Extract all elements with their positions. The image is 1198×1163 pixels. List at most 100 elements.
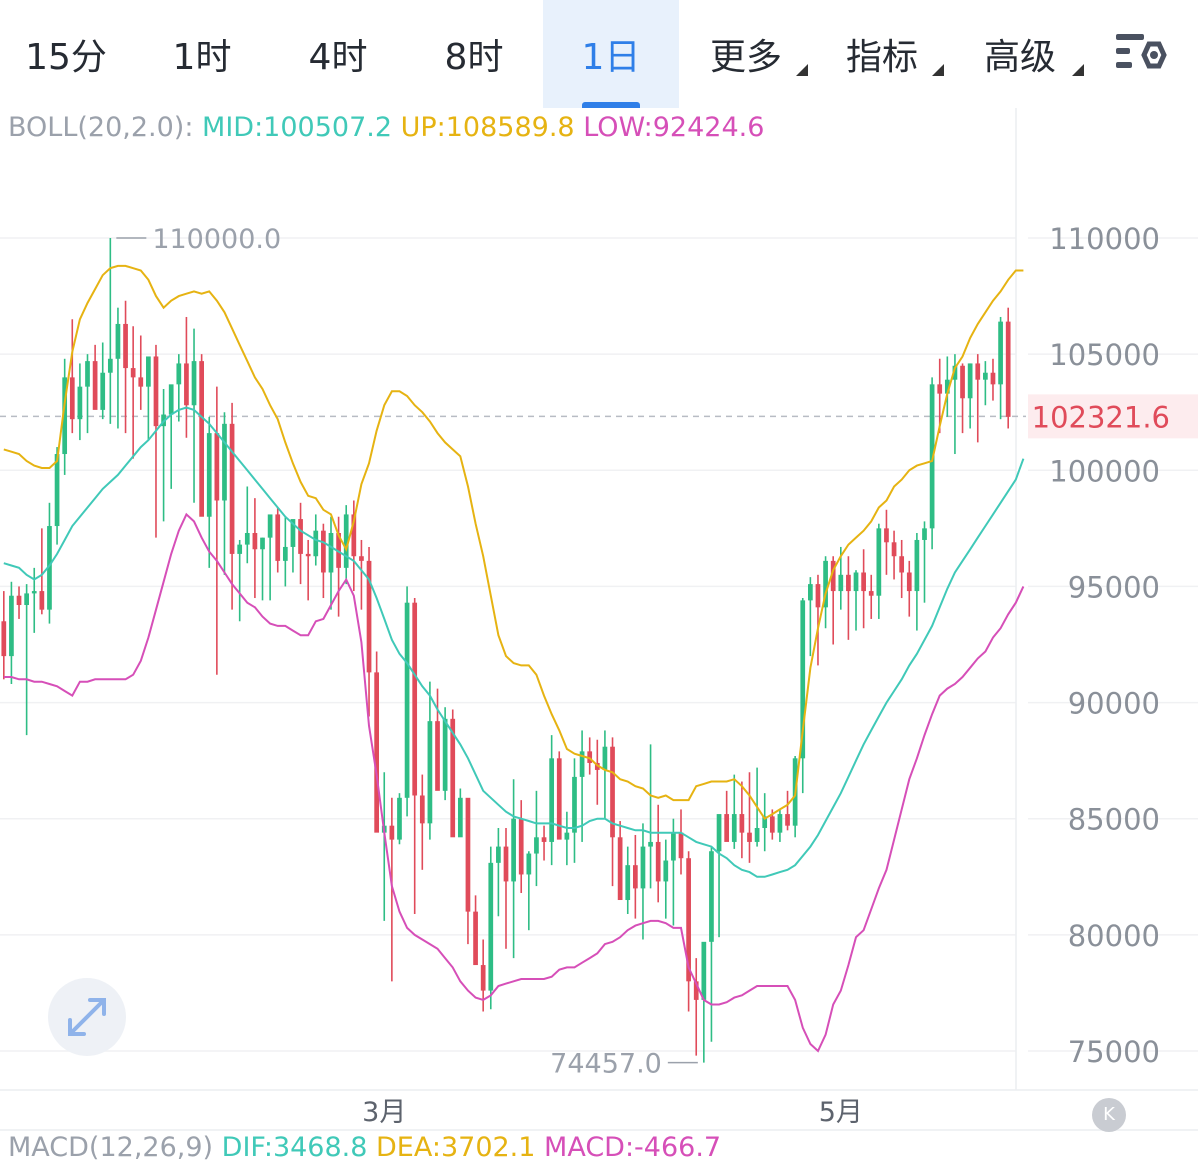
candle-body [389,825,395,840]
candle-body [62,377,68,455]
tab-label: 4时 [308,37,368,78]
tab-label: 高级 [983,37,1056,78]
candle-body [54,454,60,527]
tab-3[interactable]: 4时 [272,0,404,108]
macd-value: MACD:-466.7 [544,1132,722,1163]
candle-body [556,758,562,840]
candle-body [579,751,585,777]
candle-body [450,718,456,838]
y-tick-label: 80000 [1068,919,1160,953]
candle-body [640,846,646,889]
candle-body [526,853,532,875]
candle-body [9,595,14,657]
x-tick-label: 3月 [362,1097,406,1128]
candle-body [115,323,121,359]
y-tick-label: 85000 [1068,803,1160,837]
min-price-label: 74457.0 [550,1049,662,1080]
last-price-label: 102321.6 [1032,400,1170,434]
candle-body [891,542,897,557]
candle-body [747,832,752,842]
candle-body [587,751,593,763]
candle-body [808,584,813,601]
candle-body [944,379,950,394]
candle-body [800,600,806,759]
tab-1[interactable]: 15分 [0,0,132,108]
candle-body [967,363,973,399]
candle-body [534,837,539,854]
boll-name: BOLL(20,2.0): [8,112,194,143]
candle-body [275,514,281,561]
candle-body [671,832,676,861]
tab-5[interactable]: 1日 [543,0,679,108]
tab-8[interactable]: 高级 [952,0,1088,108]
expand-icon [68,998,106,1036]
tab-label: 更多 [709,37,782,78]
candle-body [625,865,631,901]
candle-body [206,433,212,517]
candle-body [693,981,699,1000]
candle-body [830,560,836,592]
candlestick-chart[interactable]: 110000 105000 100000 95000 90000 85000 80000 75… [0,108,1198,1132]
x-tick-label: 5月 [819,1097,863,1128]
candle-body [617,837,623,901]
candle-body [1,621,7,657]
candle-body [191,361,197,406]
candle-body [419,795,425,824]
candle-body [655,841,661,882]
tab-label: 指标 [845,37,918,78]
candle-body [861,572,866,592]
candle-body [815,584,821,608]
candle-body [321,530,326,573]
tab-7[interactable]: 指标 [816,0,948,108]
candle-body [739,814,745,833]
candle-body [541,837,547,842]
candle-body [632,865,638,889]
fullscreen-button[interactable] [48,978,126,1056]
candle-body [442,718,448,791]
tab-label: 1时 [172,37,232,78]
candle-body [823,560,828,608]
candle-body [648,841,653,847]
candle-body [374,672,380,833]
candle-body [168,384,174,415]
boll-low-value: LOW:92424.6 [583,112,765,143]
candle-body [92,361,98,410]
candle-body [610,746,615,838]
y-tick-label: 110000 [1049,222,1160,256]
candle-body [868,591,874,596]
candle-body [31,591,37,594]
candle-body [123,323,128,369]
tab-6[interactable]: 更多 [680,0,812,108]
candle-body [998,321,1003,385]
candle-body [427,721,433,824]
tab-2[interactable]: 1时 [136,0,268,108]
dropdown-triangle-icon [1072,64,1084,76]
candle-body [769,816,775,833]
candle-body [176,363,182,385]
candle-body [975,363,981,380]
macd-legend: MACD(12,26,9) DIF:3468.8 DEA:3702.1 MACD… [8,1132,721,1163]
y-tick-label: 105000 [1049,338,1160,372]
candle-body [85,361,90,387]
candle-body [16,595,22,606]
candle-body [876,528,882,596]
candle-body [785,814,790,826]
candle-body [260,537,265,550]
candle-body [199,361,204,517]
scroll-to-latest-button[interactable]: K [1092,1098,1126,1132]
candle-body [69,377,75,420]
candle-body [838,574,844,592]
candle-body [716,814,722,852]
candle-body [47,526,52,610]
candle-body [107,358,113,373]
candle-body [397,797,402,840]
y-tick-label: 90000 [1068,687,1160,721]
candle-body [412,602,418,796]
chart-settings-icon[interactable] [1112,30,1172,80]
tab-4[interactable]: 8时 [408,0,540,108]
candle-body [511,818,516,882]
candle-body [480,965,486,991]
candle-body [496,846,501,863]
boll-legend: BOLL(20,2.0): MID:100507.2 UP:108589.8 L… [8,112,764,143]
candle-body [146,356,151,387]
